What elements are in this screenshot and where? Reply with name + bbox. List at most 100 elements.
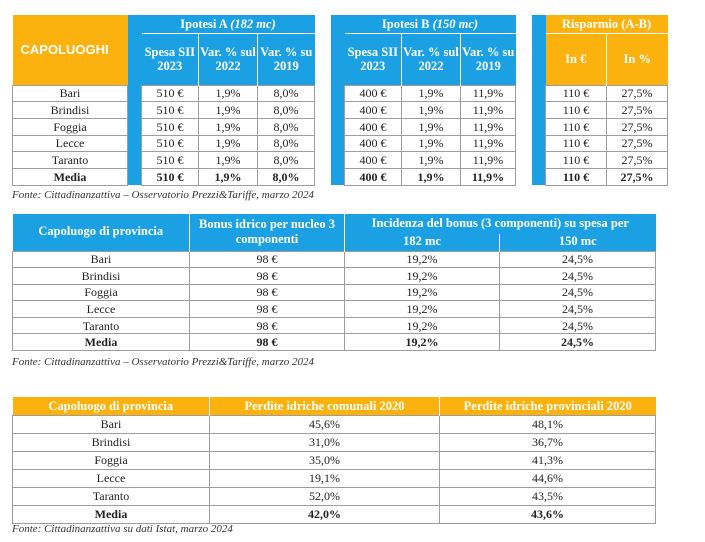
table2-source: Fonte: Cittadinanzattiva – Osservatorio …: [12, 356, 315, 368]
table-row: Brindisi 98 €19,2% 24,5%: [12, 267, 657, 285]
value-cell: 110 €: [545, 134, 608, 153]
value-cell: 24,5%: [498, 333, 657, 352]
value-cell: 1,9%: [198, 151, 258, 169]
city-cell: Foggia: [12, 450, 210, 470]
spending-comparison-table: CAPOLUOGHI Ipotesi A (182 mc) Ipotesi B …: [12, 15, 669, 186]
table-row: Taranto 98 €19,2% 24,5%: [12, 316, 657, 335]
value-cell: 27,5%: [606, 84, 669, 103]
value-cell: 43,5%: [439, 486, 656, 506]
value-cell: 27,5%: [606, 167, 669, 186]
table1-corner-header: CAPOLUOGHI: [12, 15, 128, 85]
blue-stripe: [127, 15, 142, 85]
table-row: Bari 510 €1,9% 8,0% 400 €1,9% 11,9% 110 €27,5…: [12, 84, 669, 103]
value-cell: 400 €: [344, 167, 403, 186]
value-cell: 19,2%: [344, 316, 500, 335]
city-cell: Foggia: [12, 283, 190, 302]
value-cell: 43,6%: [439, 504, 656, 524]
city-cell: Lecce: [12, 300, 190, 318]
value-cell: 98 €: [189, 283, 345, 302]
value-cell: 8,0%: [256, 167, 316, 186]
value-cell: 1,9%: [401, 134, 462, 153]
table-row: Media 510 €1,9% 8,0% 400 €1,9% 11,9% 110 €27,…: [12, 167, 669, 186]
table-row: Foggia 98 €19,2% 24,5%: [12, 283, 657, 302]
city-cell: Brindisi: [12, 267, 190, 285]
city-cell: Bari: [12, 250, 190, 269]
value-cell: 24,5%: [498, 300, 657, 318]
hypothesis-a-header: Ipotesi A (182 mc): [141, 15, 315, 34]
table-row: Bari 45,6% 48,1%: [12, 414, 656, 434]
value-cell: 27,5%: [606, 101, 669, 119]
value-cell: 11,9%: [460, 117, 517, 136]
value-cell: 1,9%: [198, 134, 258, 153]
value-cell: 400 €: [344, 84, 403, 103]
table-row: Brindisi 510 €1,9% 8,0% 400 €1,9% 11,9% 110 €…: [12, 101, 669, 119]
city-cell: Bari: [12, 414, 210, 434]
value-cell: 98 €: [189, 316, 345, 335]
value-cell: 510 €: [141, 167, 199, 186]
value-cell: 510 €: [141, 151, 199, 169]
value-cell: 27,5%: [606, 151, 669, 169]
value-cell: 24,5%: [498, 316, 657, 335]
table-row: Media 42,0% 43,6%: [12, 504, 656, 524]
table3-municipal-header: Perdite idriche comunali 2020: [209, 397, 440, 415]
table-row: Foggia 510 €1,9% 8,0% 400 €1,9% 11,9% 110 €27…: [12, 117, 669, 136]
value-cell: 510 €: [141, 117, 199, 136]
value-cell: 11,9%: [460, 134, 517, 153]
col-header: Var. % sul 2022: [198, 33, 258, 85]
value-cell: 11,9%: [460, 84, 517, 103]
value-cell: 510 €: [141, 84, 199, 103]
value-cell: 36,7%: [439, 432, 656, 452]
col-header: Spesa SII 2023: [344, 33, 402, 85]
value-cell: 400 €: [344, 101, 403, 119]
value-cell: 8,0%: [256, 117, 316, 136]
value-cell: 8,0%: [256, 84, 316, 103]
col-header: Var. % su 2019: [256, 33, 315, 85]
savings-header: Risparmio (A-B): [545, 15, 668, 34]
value-cell: 31,0%: [209, 432, 440, 452]
table2-182mc-header: 182 mc: [344, 234, 500, 251]
value-cell: 19,2%: [344, 333, 500, 352]
value-cell: 11,9%: [460, 151, 517, 169]
value-cell: 35,0%: [209, 450, 440, 470]
value-cell: 110 €: [545, 117, 608, 136]
value-cell: 27,5%: [606, 134, 669, 153]
value-cell: 8,0%: [256, 134, 316, 153]
value-cell: 19,2%: [344, 267, 500, 285]
table2-150mc-header: 150 mc: [498, 234, 656, 251]
value-cell: 19,2%: [344, 300, 500, 318]
value-cell: 110 €: [545, 84, 608, 103]
city-cell: Brindisi: [12, 432, 210, 452]
value-cell: 98 €: [189, 267, 345, 285]
value-cell: 110 €: [545, 151, 608, 169]
table2-bonus-header: Bonus idrico per nucleo 3 componenti: [189, 214, 345, 251]
city-cell: Media: [12, 333, 190, 352]
table-row: Taranto 510 €1,9% 8,0% 400 €1,9% 11,9% 110 €2…: [12, 151, 669, 169]
value-cell: 1,9%: [401, 84, 462, 103]
value-cell: 8,0%: [256, 101, 316, 119]
value-cell: 510 €: [141, 101, 199, 119]
value-cell: 110 €: [545, 101, 608, 119]
value-cell: 42,0%: [209, 504, 440, 524]
blue-stripe: [330, 15, 345, 85]
blue-stripe: [531, 15, 546, 85]
value-cell: 1,9%: [401, 101, 462, 119]
city-cell: Lecce: [12, 468, 210, 488]
value-cell: 98 €: [189, 250, 345, 269]
table3-source: Fonte: Cittadinanzattiva su dati Istat, …: [12, 523, 233, 535]
value-cell: 19,1%: [209, 468, 440, 488]
value-cell: 48,1%: [439, 414, 656, 434]
city-cell: Bari: [12, 84, 128, 103]
table-row: Bari 98 €19,2% 24,5%: [12, 250, 657, 269]
table-row: Foggia 35,0% 41,3%: [12, 450, 656, 470]
col-header: Var. % sul 2022: [401, 33, 461, 85]
value-cell: 8,0%: [256, 151, 316, 169]
table-row: Taranto 52,0% 43,5%: [12, 486, 656, 506]
value-cell: 52,0%: [209, 486, 440, 506]
value-cell: 110 €: [545, 167, 608, 186]
table3-city-header: Capoluogo di provincia: [12, 397, 210, 415]
value-cell: 1,9%: [198, 101, 258, 119]
value-cell: 45,6%: [209, 414, 440, 434]
value-cell: 19,2%: [344, 283, 500, 302]
value-cell: 27,5%: [606, 117, 669, 136]
value-cell: 510 €: [141, 134, 199, 153]
